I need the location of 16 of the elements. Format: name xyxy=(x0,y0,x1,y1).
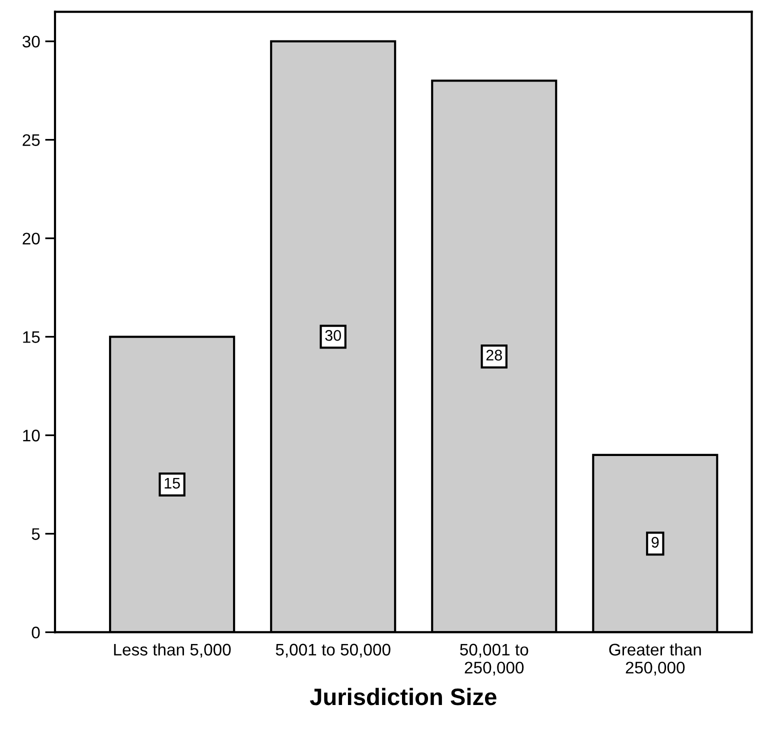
x-tick-label: 50,001 to 250,000 xyxy=(460,644,528,676)
data-label: 28 xyxy=(486,350,502,361)
y-tick-label: 5 xyxy=(32,528,40,540)
x-tick-label: Greater than 250,000 xyxy=(609,643,701,676)
y-tick-label: 25 xyxy=(22,134,40,146)
y-tick-label: 15 xyxy=(23,331,40,343)
data-label: 9 xyxy=(652,536,659,548)
x-tick-label: Less than 5,000 xyxy=(114,643,231,658)
data-label: 15 xyxy=(164,478,180,489)
y-tick-label: 20 xyxy=(22,232,40,244)
x-axis-title: Jurisdiction Size xyxy=(310,688,496,706)
x-tick-label: 5,001 to 50,000 xyxy=(276,644,390,658)
y-tick-label: 0 xyxy=(32,626,40,638)
y-tick-label: 10 xyxy=(23,430,40,442)
y-tick-label: 30 xyxy=(22,36,40,48)
data-label: 30 xyxy=(325,330,342,341)
